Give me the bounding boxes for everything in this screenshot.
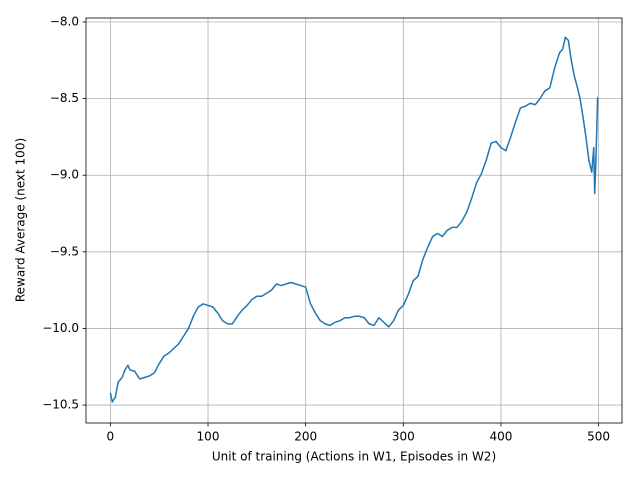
line bbox=[109, 36, 599, 403]
x-tick-label: 200 bbox=[294, 430, 317, 444]
y-tick-label: −10.5 bbox=[42, 398, 79, 412]
grid bbox=[86, 18, 622, 423]
y-tick-label: −8.5 bbox=[50, 91, 79, 105]
x-tick-label: 400 bbox=[490, 430, 513, 444]
plot-frame bbox=[85, 17, 623, 424]
y-tick-label: −8.0 bbox=[50, 14, 79, 28]
y-tick-label: −9.0 bbox=[50, 168, 79, 182]
x-tick-label: 500 bbox=[587, 430, 610, 444]
x-tick-label: 100 bbox=[197, 430, 220, 444]
y-tick-label: −9.5 bbox=[50, 244, 79, 258]
y-axis-label: Reward Average (next 100) bbox=[14, 138, 28, 302]
y-tick-label: −10.0 bbox=[42, 321, 79, 335]
x-axis-label: Unit of training (Actions in W1, Episode… bbox=[212, 450, 496, 464]
x-tick-label: 300 bbox=[392, 430, 415, 444]
x-tick-label: 0 bbox=[107, 430, 115, 444]
